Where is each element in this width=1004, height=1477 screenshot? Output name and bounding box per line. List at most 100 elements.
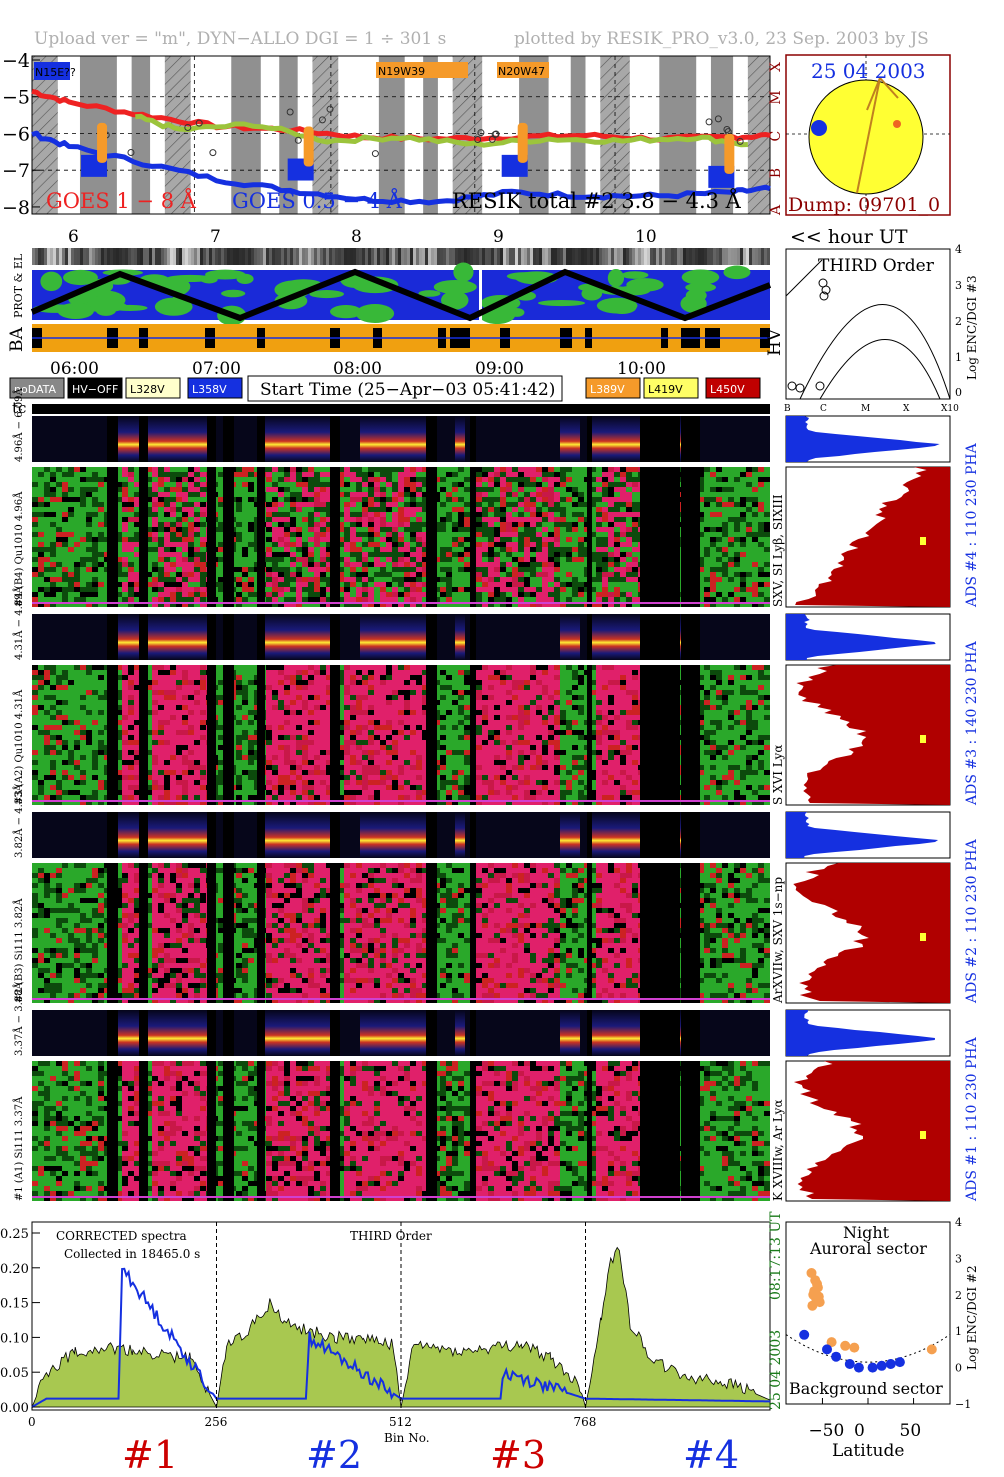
land-mass xyxy=(330,305,362,319)
event-marker xyxy=(303,126,314,167)
time-axis: 06:00 07:00 08:00 09:00 10:00 xyxy=(50,359,666,379)
goes-point xyxy=(474,135,482,143)
land-mass xyxy=(621,271,649,279)
ba-label: BA xyxy=(7,327,27,352)
third-order-y-tick: 0 xyxy=(955,386,962,399)
third-order-point xyxy=(815,381,825,391)
pha-distribution xyxy=(786,416,940,462)
latitude-point xyxy=(853,1362,864,1373)
section-label: #2 xyxy=(306,1433,362,1477)
spectrum-x-tick: 768 xyxy=(574,1415,597,1429)
ba-panel: BA xyxy=(7,324,770,352)
corrected-spectrum-plot: 0.00 0.05 0.10 0.15 0.20 0.25 0 256 512 768 CORRE… xyxy=(0,1211,784,1445)
latitude-point xyxy=(867,1362,878,1373)
land-mass xyxy=(57,302,94,319)
ads-distribution xyxy=(793,1061,950,1201)
pha-distribution xyxy=(786,614,936,660)
ads-distribution xyxy=(795,467,950,607)
legend-swatch xyxy=(187,377,243,399)
spectrum-area xyxy=(31,1246,771,1409)
legend-swatch xyxy=(9,377,65,399)
land-mass xyxy=(236,273,254,284)
spectrum-y-tick: 0.15 xyxy=(0,1297,29,1312)
third-order-y-tick: 2 xyxy=(955,315,962,328)
tc-label: tc xyxy=(12,399,26,417)
land-mass xyxy=(355,303,395,324)
land-mass xyxy=(418,290,441,297)
legend-swatch xyxy=(643,377,699,399)
third-order-ylabel: Log ENC/DGI #3 xyxy=(965,275,979,380)
region-label-3: N20W47 xyxy=(498,65,545,78)
region-box-2 xyxy=(376,62,468,78)
prot-el-label: PROT & EL xyxy=(12,253,25,318)
legend-swatch xyxy=(67,377,123,399)
goes-class-label: X xyxy=(768,62,784,72)
latitude-point xyxy=(799,1329,810,1340)
event-marker xyxy=(97,122,108,163)
goes-class-label: C xyxy=(768,131,784,142)
ads-label: ADS #1 : 110 230 PHA xyxy=(964,1036,980,1202)
third-order-line xyxy=(31,1267,770,1408)
goes-point xyxy=(488,135,496,143)
goes-y-tick: −6 xyxy=(2,123,30,145)
goes-point xyxy=(318,116,326,124)
legend-label: L389V xyxy=(590,383,625,396)
pha-band xyxy=(560,614,580,660)
spectrum-x-tick: 512 xyxy=(389,1415,412,1429)
spectrum-y-tick: 0.25 xyxy=(0,1227,29,1242)
event-marker xyxy=(517,122,528,163)
legend-label: noDATA xyxy=(14,383,57,396)
land-mass xyxy=(63,269,98,286)
goes18-label: GOES 1 − 8 Å xyxy=(46,188,197,213)
section-label: #3 xyxy=(490,1433,546,1477)
region-box-1 xyxy=(34,62,70,80)
land-mass xyxy=(433,279,477,294)
goes-point xyxy=(705,118,713,126)
line-id-label: S XVI Lyα xyxy=(771,745,785,805)
hour-tick: 7 xyxy=(210,227,221,247)
ads-marker xyxy=(920,933,926,941)
goes-point xyxy=(477,129,485,137)
region-marker-blue xyxy=(811,120,827,136)
pha-band xyxy=(265,1010,330,1056)
legend-swatch xyxy=(585,377,641,399)
sun-date: 25 04 2003 xyxy=(811,59,926,83)
goes-series-line xyxy=(31,130,771,206)
pha-band xyxy=(590,812,640,858)
spectrum-y-tick: 0.10 xyxy=(0,1331,29,1346)
time-tick: 08:00 xyxy=(333,359,382,379)
land-mass xyxy=(205,269,246,280)
night-label: Night xyxy=(843,1223,890,1242)
third-order-y-tick: 1 xyxy=(955,351,962,364)
pha-band xyxy=(560,812,580,858)
spectrogram-stack xyxy=(32,416,770,1201)
latitude-point xyxy=(885,1359,896,1369)
hour-tick: 6 xyxy=(68,227,79,247)
latitude-ylabel: Log ENC/DGI #2 xyxy=(965,1265,979,1370)
third-order-point xyxy=(821,285,831,295)
spectrum-y-tick: 0.05 xyxy=(0,1366,29,1381)
land-mass xyxy=(537,300,586,307)
background-label: Background sector xyxy=(789,1379,943,1398)
ads-distribution xyxy=(796,665,950,805)
hour-tick: 8 xyxy=(351,227,362,247)
pha-band xyxy=(455,812,465,858)
latitude-point xyxy=(822,1344,832,1355)
latitude-panel: −50 0 50 −1 0 1 2 3 4 Night Auroral sector Backg… xyxy=(785,1216,979,1461)
ads-marker xyxy=(920,537,926,545)
latitude-xlabel: Latitude xyxy=(832,1441,904,1461)
pha-band xyxy=(360,614,430,660)
pha-channel-label: 4.96Å − 6.09Å xyxy=(13,388,25,462)
goes-class-label: A xyxy=(768,204,784,216)
section-label: #4 xyxy=(683,1433,739,1477)
third-order-x-tick: B xyxy=(784,404,791,414)
goes-point xyxy=(209,149,217,157)
legend-label: L419V xyxy=(648,383,683,396)
pha-band xyxy=(590,1010,640,1056)
goes-point xyxy=(326,105,334,113)
resik-total-label: RESIK total #2 3.8 − 4.3 Å xyxy=(452,188,742,213)
time-tick: 10:00 xyxy=(617,359,666,379)
region-label-2: N19W39 xyxy=(378,65,425,78)
land-mass xyxy=(40,271,63,292)
dump-label: Dump: 09701_0 xyxy=(788,194,940,216)
